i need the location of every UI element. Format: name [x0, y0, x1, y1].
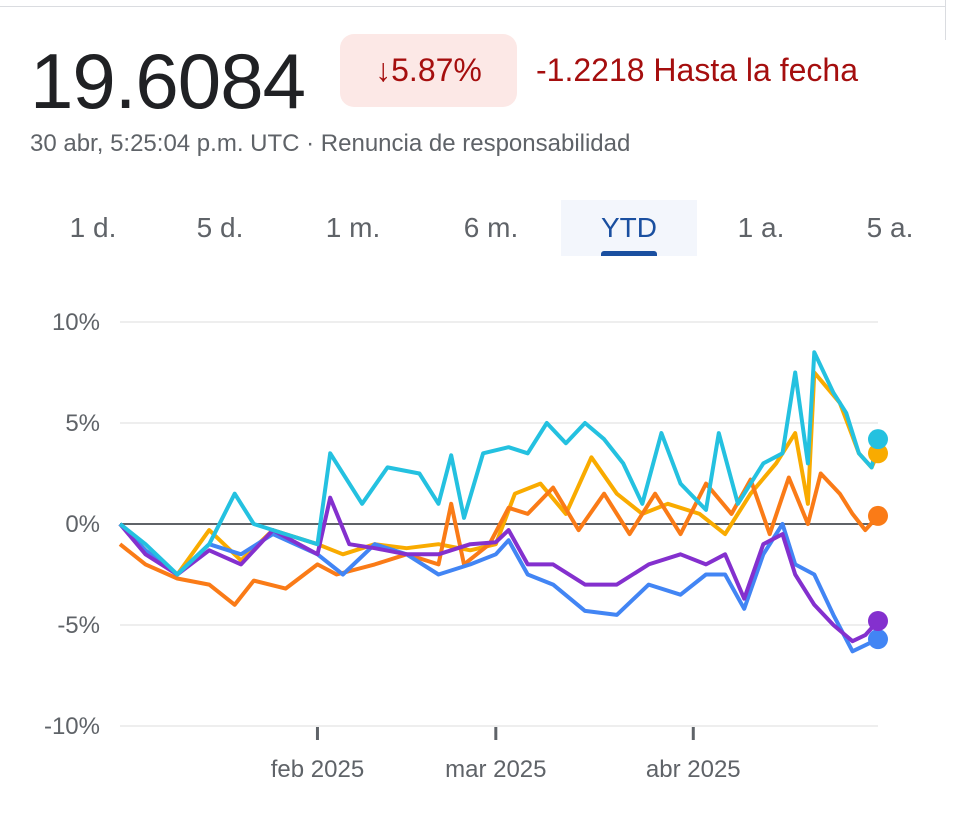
y-tick-label: 5%: [65, 410, 100, 437]
x-tick-label: mar 2025: [445, 756, 546, 783]
price-value: 19.6084: [30, 37, 306, 125]
tab-1d[interactable]: 1 d.: [69, 212, 117, 243]
top-divider: [0, 6, 945, 7]
x-tick-label: feb 2025: [271, 756, 364, 783]
change-percent: 5.87%: [391, 52, 482, 88]
tab-1m[interactable]: 1 m.: [325, 212, 381, 243]
series-end-dot-4: [868, 429, 888, 450]
series-end-dot-3: [868, 610, 888, 631]
timestamp-disclaimer[interactable]: 30 abr, 5:25:04 p.m. UTC · Renuncia de r…: [30, 130, 631, 157]
change-absolute: -1.2218 Hasta la fecha: [536, 52, 858, 88]
y-tick-label: -10%: [44, 713, 100, 740]
tab-5a[interactable]: 5 a.: [866, 212, 914, 243]
series-end-dot-2: [868, 629, 888, 650]
y-tick-label: 0%: [65, 511, 100, 538]
series-end-dot-1: [868, 505, 888, 526]
change-badge: ↓ 5.87%: [340, 34, 517, 107]
y-tick-label: 10%: [52, 309, 100, 336]
series-line-2: [118, 522, 879, 654]
series-line-4: [118, 350, 880, 577]
arrow-down-icon: ↓: [375, 52, 392, 88]
tab-ytd[interactable]: YTD: [561, 200, 697, 256]
tab-6m[interactable]: 6 m.: [463, 212, 519, 243]
y-tick-label: -5%: [57, 612, 100, 639]
edge-divider: [945, 0, 946, 40]
tab-5d[interactable]: 5 d.: [196, 212, 244, 243]
range-tabs: 1 d. 5 d. 1 m. 6 m. YTD 1 a. 5 a.: [40, 200, 940, 256]
tab-1a[interactable]: 1 a.: [737, 212, 785, 243]
series-end-dot-0: [868, 443, 888, 464]
series-line-1: [118, 471, 880, 607]
x-tick-label: abr 2025: [646, 756, 741, 783]
